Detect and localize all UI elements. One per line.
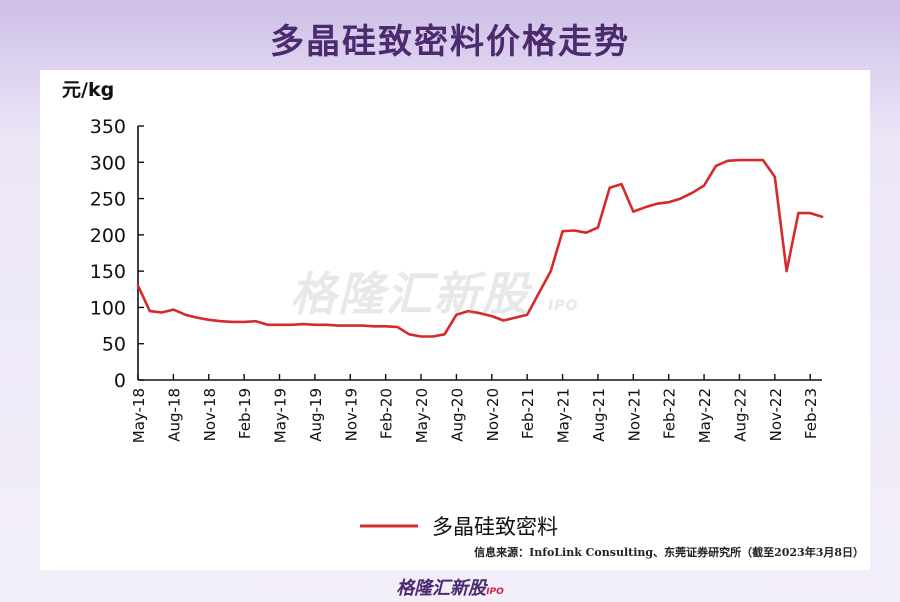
y-tick-label: 250 (90, 189, 126, 211)
x-tick-label: Nov-18 (201, 388, 219, 441)
y-tick-label: 350 (90, 116, 126, 138)
footer-logo: 格隆汇新股IPO (0, 574, 900, 600)
legend-label: 多晶硅致密料 (432, 515, 558, 539)
y-tick-label: 300 (90, 152, 126, 174)
y-tick-label: 50 (102, 334, 126, 356)
x-tick-label: Nov-21 (625, 388, 643, 441)
watermark-logo: 格隆汇新股 IPO (290, 258, 578, 324)
watermark-sub: IPO (548, 298, 579, 314)
series-line (136, 158, 824, 338)
x-tick-label: Aug-19 (307, 388, 325, 442)
x-tick-label: May-20 (413, 388, 431, 443)
x-tick-label: May-19 (272, 388, 290, 443)
x-tick-label: May-22 (696, 388, 714, 443)
x-tick-label: Nov-20 (484, 388, 502, 441)
x-tick-label: Aug-18 (165, 388, 183, 442)
x-tick-label: Feb-22 (661, 388, 679, 439)
x-tick-label: Nov-19 (342, 388, 360, 441)
x-tick-label: Feb-20 (378, 388, 396, 439)
x-tick-label: Aug-22 (731, 388, 749, 442)
price-line-chart: 0 50 100 150 200 250 300 350 元/kg May-18 Aug-18 Nov… (62, 79, 824, 539)
footer-logo-sub: IPO (486, 587, 504, 597)
x-tick-label: Feb-23 (802, 388, 820, 439)
x-tick-label: May-18 (130, 388, 148, 443)
chart-panel (40, 70, 870, 570)
y-tick-label: 100 (90, 297, 126, 319)
y-tick-label: 0 (114, 370, 126, 392)
x-tick-label: Nov-22 (767, 388, 785, 441)
x-tick-label: Aug-20 (448, 388, 466, 442)
y-axis-label: 元/kg (62, 79, 114, 101)
x-tick-label: Aug-21 (590, 388, 608, 442)
source-note: 信息来源：InfoLink Consulting、东莞证券研究所（截至2023年… (474, 546, 864, 559)
x-tick-label: Feb-19 (236, 388, 254, 439)
footer-logo-text: 格隆汇新股 (396, 578, 487, 599)
x-tick-label: Feb-21 (519, 388, 537, 439)
watermark-text: 格隆汇新股 (290, 267, 530, 321)
page-title: 多晶硅致密料价格走势 (270, 22, 630, 62)
x-tick-label: May-21 (555, 388, 573, 443)
y-tick-label: 150 (90, 261, 126, 283)
y-tick-label: 200 (90, 225, 126, 247)
